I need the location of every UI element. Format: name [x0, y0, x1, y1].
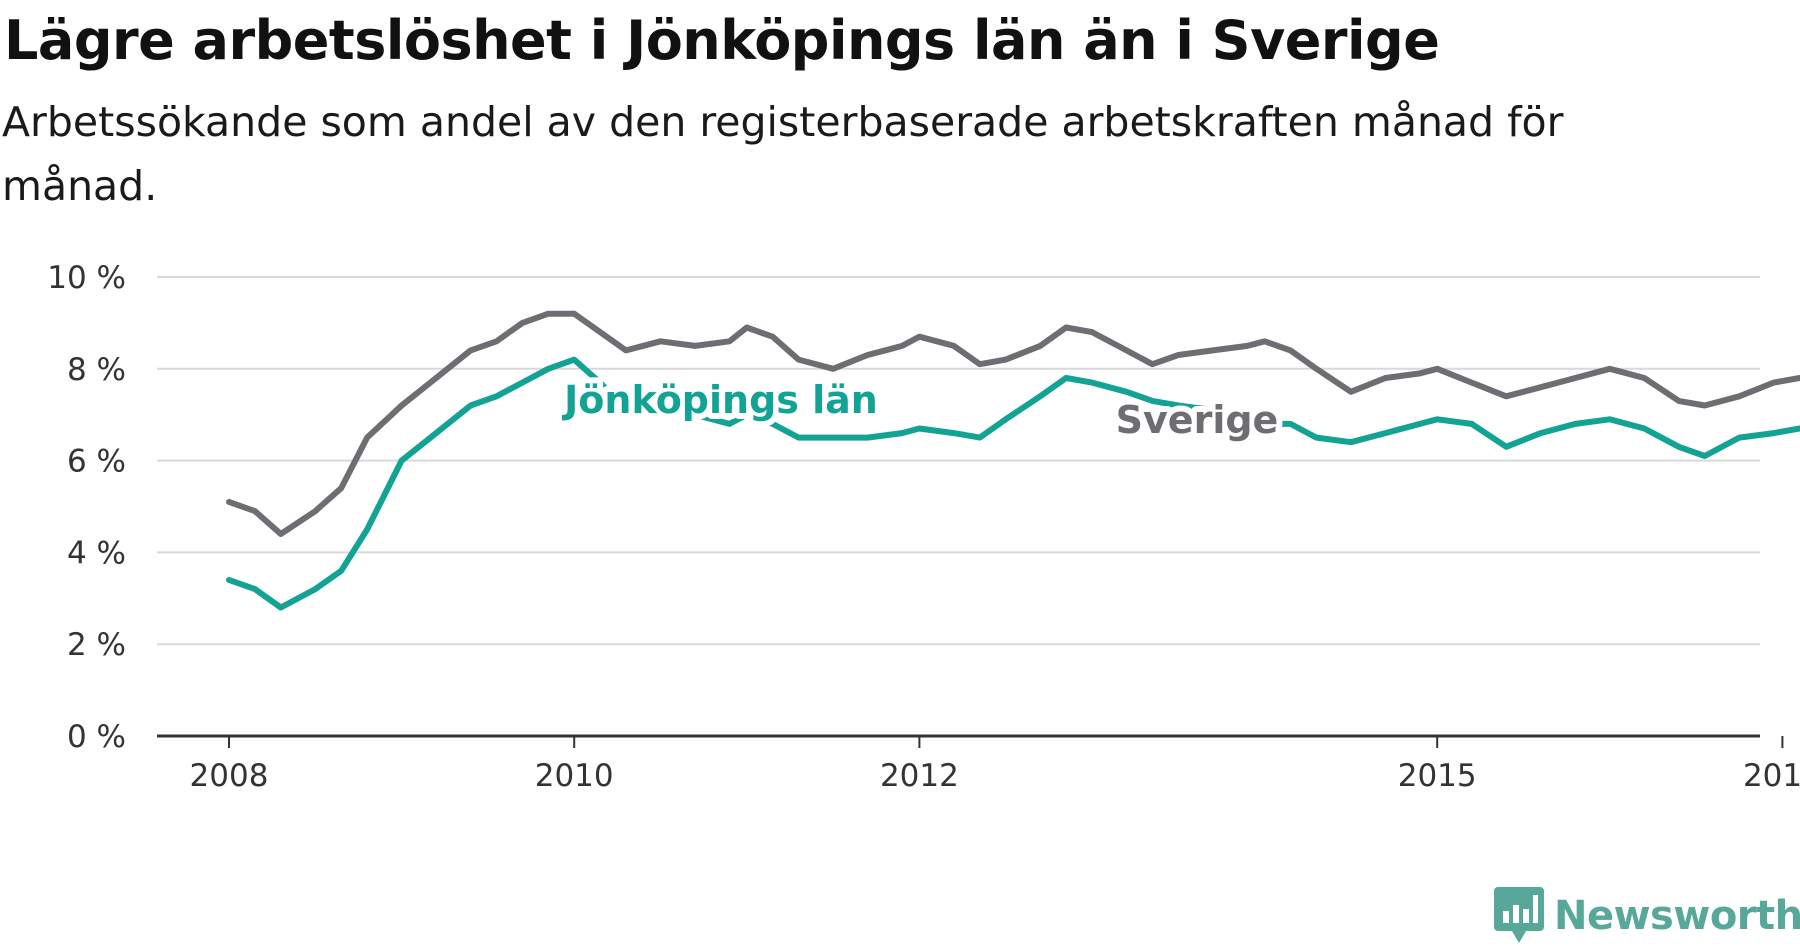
newsworthy-logo[interactable]: Newsworthy	[1494, 886, 1800, 946]
x-tick-label: 2010	[535, 758, 614, 794]
bar-chart-speech-bubble-icon	[1494, 887, 1544, 943]
y-tick-label: 4 %	[67, 535, 126, 571]
y-tick-label: 2 %	[67, 627, 126, 663]
x-tick-label: 2015	[1398, 758, 1477, 794]
x-tick-label: 2012	[880, 758, 959, 794]
brand-name: Newsworthy	[1554, 893, 1800, 939]
series-lines	[226, 310, 1800, 611]
chart-title: Lägre arbetslöshet i Jönköpings län än i…	[4, 9, 1440, 72]
y-axis-ticks: 0 % 2 % 4 % 6 % 8 % 10 %	[47, 260, 126, 755]
x-tick-label: 2017	[1743, 758, 1800, 794]
y-gridlines	[157, 276, 1760, 646]
series-line-jonkopings-lan	[226, 356, 1800, 611]
x-axis-ticks: 20082010201220152017202020222024	[190, 736, 1800, 794]
y-tick-label: 0 %	[67, 719, 126, 755]
x-tick-label: 2008	[190, 758, 269, 794]
series-line-sverige	[226, 310, 1800, 537]
y-tick-label: 10 %	[47, 260, 126, 296]
y-tick-label: 6 %	[67, 444, 126, 480]
y-tick-label: 8 %	[67, 352, 126, 388]
series-name-label: Jönköpings län	[561, 378, 878, 422]
chart-subtitle: Arbetssökande som andel av den registerb…	[2, 98, 1564, 210]
series-name-label: Sverige	[1116, 398, 1279, 442]
